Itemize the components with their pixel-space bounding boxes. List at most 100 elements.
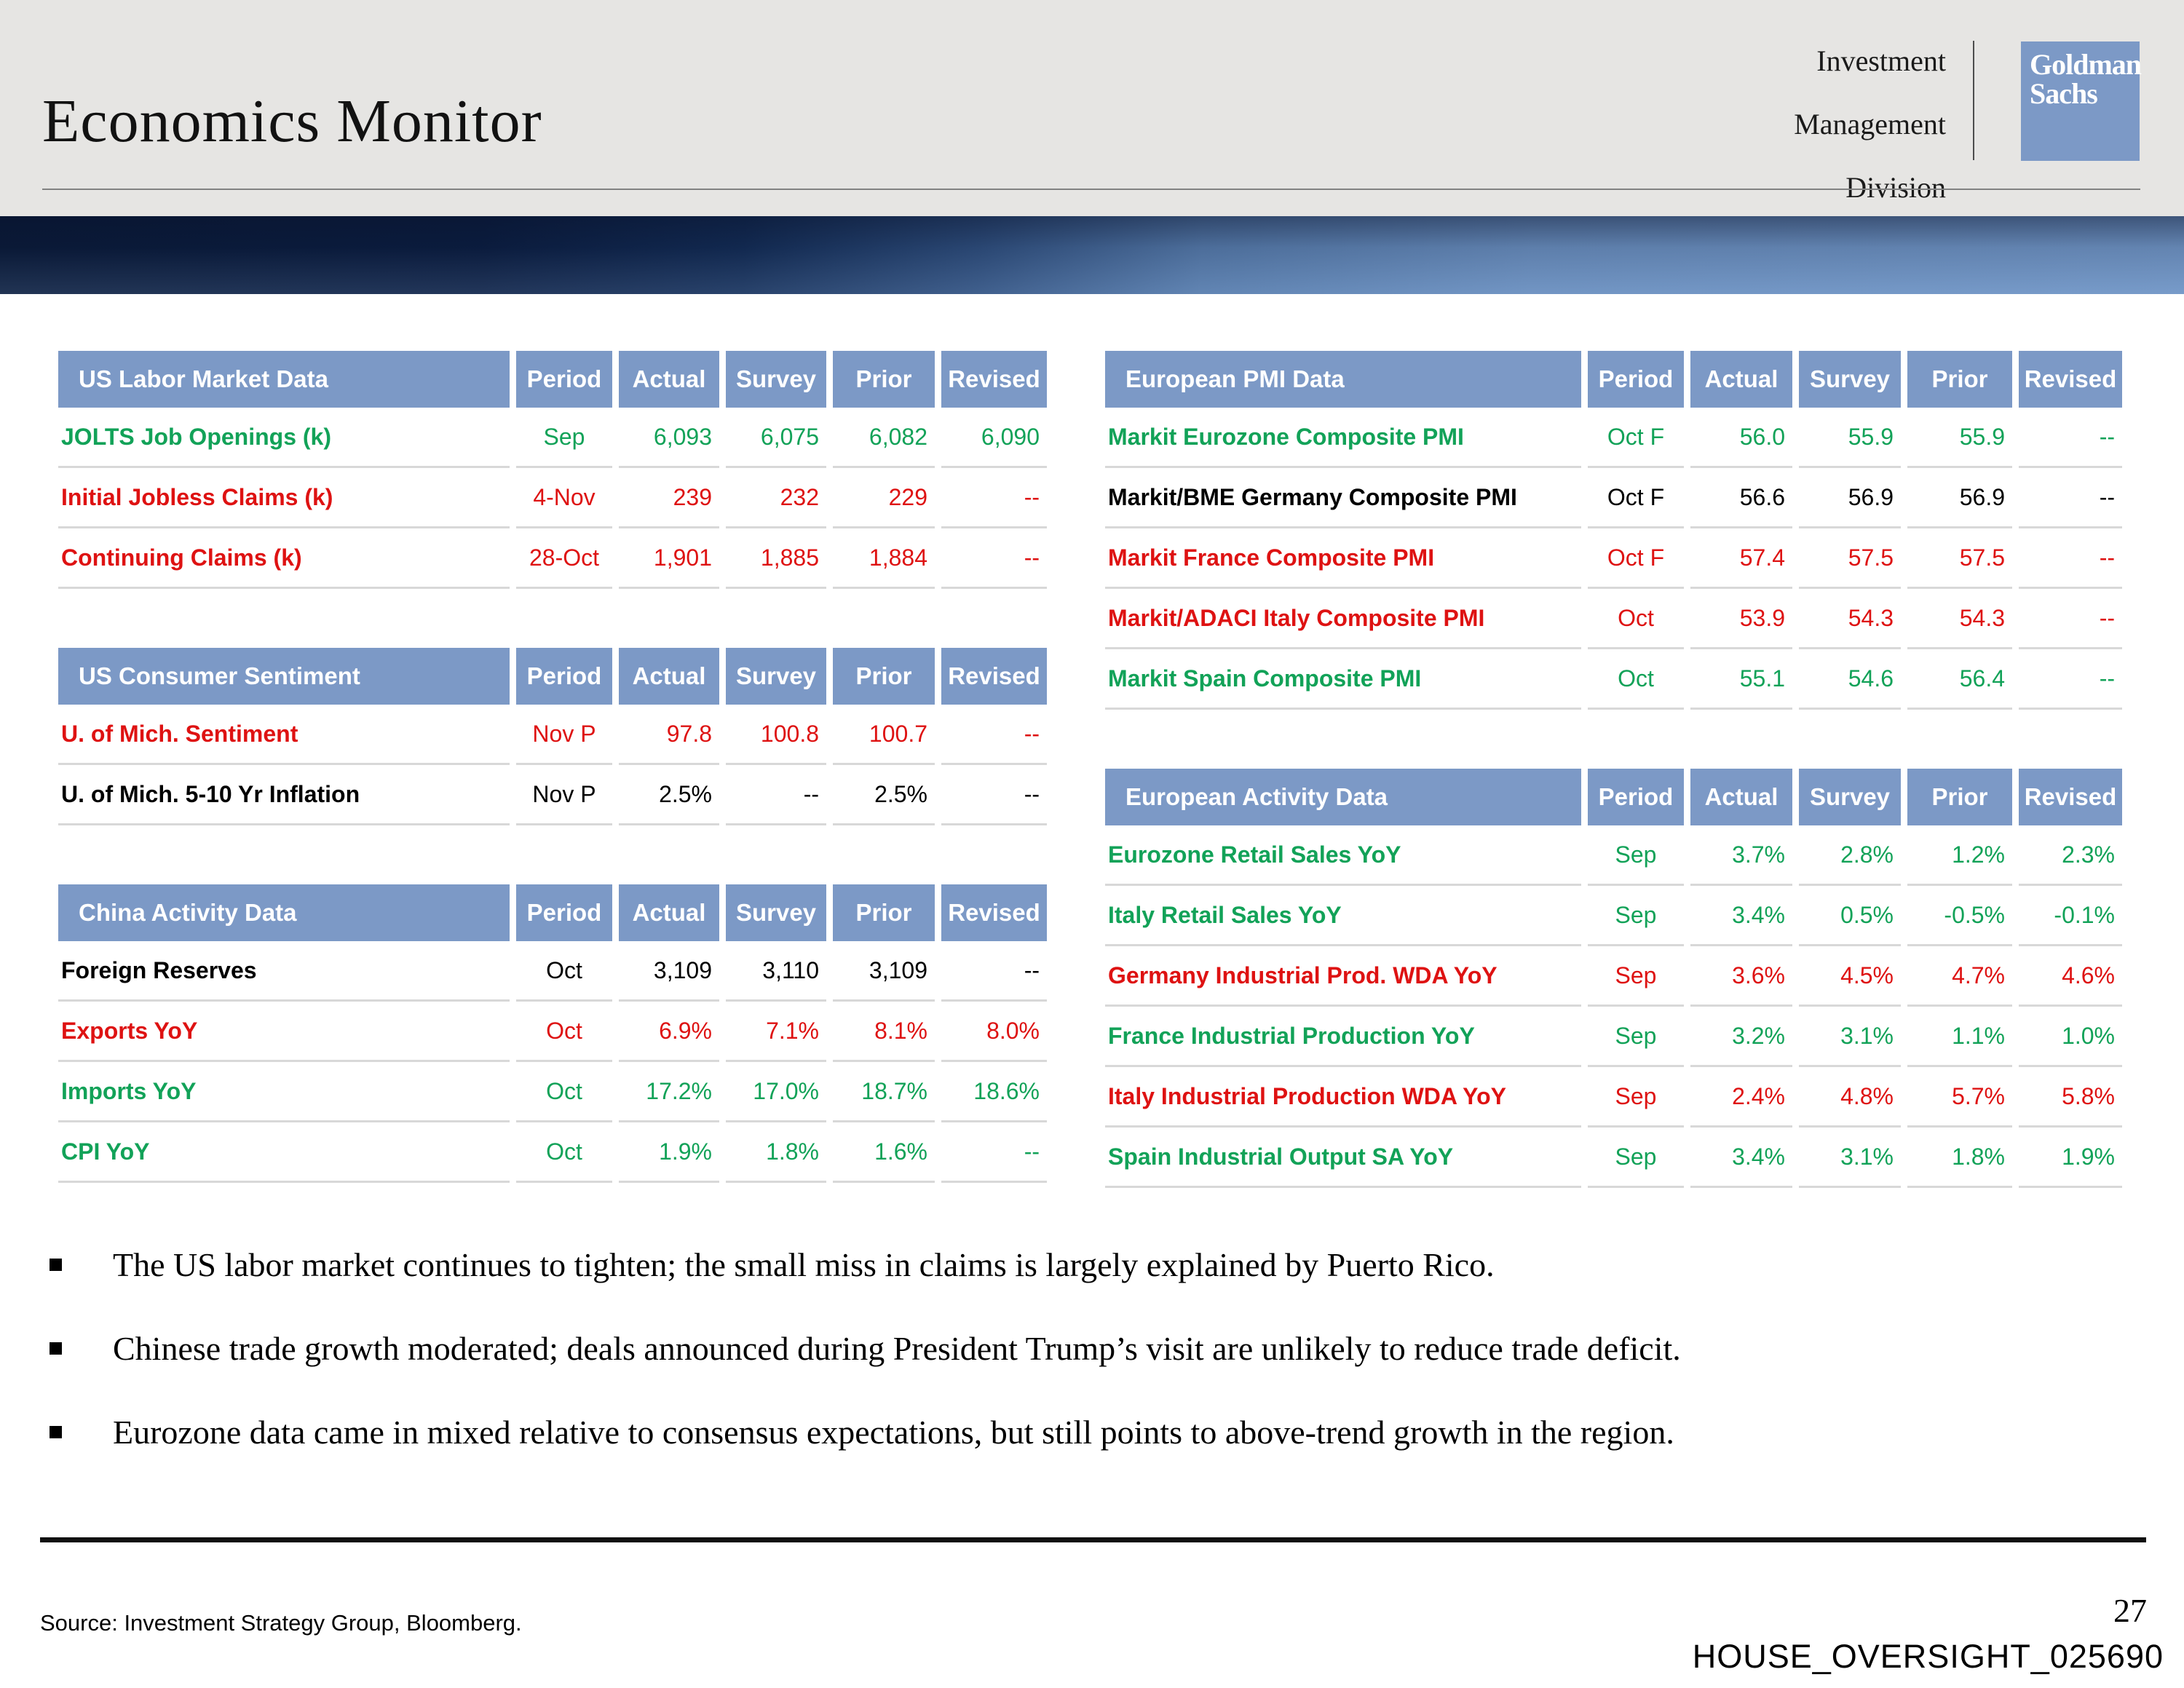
cell-prior: 100.7 bbox=[833, 705, 935, 765]
cell-revised: -- bbox=[941, 528, 1047, 589]
page-number: 27 bbox=[2113, 1592, 2147, 1629]
cell-survey: 232 bbox=[726, 468, 826, 528]
cell-period: Oct bbox=[516, 1002, 612, 1062]
cell-survey: 3.1% bbox=[1799, 1128, 1901, 1188]
col-header-actual: Actual bbox=[619, 648, 719, 705]
col-header-survey: Survey bbox=[726, 648, 826, 705]
col-header-survey: Survey bbox=[1799, 769, 1901, 825]
row-label: Spain Industrial Output SA YoY bbox=[1105, 1128, 1581, 1188]
cell-actual: 3.2% bbox=[1690, 1007, 1792, 1067]
cell-period: Oct bbox=[1588, 649, 1684, 710]
cell-survey: 0.5% bbox=[1799, 886, 1901, 946]
cell-survey: 17.0% bbox=[726, 1062, 826, 1122]
cell-period: Oct F bbox=[1588, 468, 1684, 528]
cell-survey: 56.9 bbox=[1799, 468, 1901, 528]
cell-actual: 2.4% bbox=[1690, 1067, 1792, 1128]
col-header-prior: Prior bbox=[1907, 769, 2012, 825]
cell-survey: 1.8% bbox=[726, 1122, 826, 1183]
division-line-1: Investment bbox=[1816, 44, 1946, 77]
header-divider-line bbox=[1973, 41, 1974, 160]
cell-actual: 3.7% bbox=[1690, 825, 1792, 886]
col-header-survey: Survey bbox=[726, 351, 826, 408]
cell-prior: 57.5 bbox=[1907, 528, 2012, 589]
cell-revised: 5.8% bbox=[2019, 1067, 2122, 1128]
bullet-text: The US labor market continues to tighten… bbox=[113, 1246, 1495, 1283]
division-label: Investment Management Division bbox=[1794, 29, 1946, 219]
row-label: France Industrial Production YoY bbox=[1105, 1007, 1581, 1067]
cell-period: Oct bbox=[516, 941, 612, 1002]
cell-period: Oct F bbox=[1588, 408, 1684, 468]
row-label: Germany Industrial Prod. WDA YoY bbox=[1105, 946, 1581, 1007]
table-us-labor: US Labor Market Data Period Actual Surve… bbox=[58, 351, 1047, 589]
row-label: Foreign Reserves bbox=[58, 941, 510, 1002]
row-label: Markit Spain Composite PMI bbox=[1105, 649, 1581, 710]
col-header-period: Period bbox=[1588, 769, 1684, 825]
row-label: U. of Mich. Sentiment bbox=[58, 705, 510, 765]
cell-actual: 3.6% bbox=[1690, 946, 1792, 1007]
col-header-actual: Actual bbox=[1690, 351, 1792, 408]
cell-prior: 56.4 bbox=[1907, 649, 2012, 710]
col-header-revised: Revised bbox=[941, 648, 1047, 705]
cell-prior: 3,109 bbox=[833, 941, 935, 1002]
cell-period: 28-Oct bbox=[516, 528, 612, 589]
row-label: Markit France Composite PMI bbox=[1105, 528, 1581, 589]
cell-actual: 56.0 bbox=[1690, 408, 1792, 468]
col-header-prior: Prior bbox=[1907, 351, 2012, 408]
cell-actual: 57.4 bbox=[1690, 528, 1792, 589]
cell-survey: 3.1% bbox=[1799, 1007, 1901, 1067]
row-label: Continuing Claims (k) bbox=[58, 528, 510, 589]
goldman-sachs-logo: Goldman Sachs bbox=[2021, 41, 2142, 161]
row-label: Imports YoY bbox=[58, 1062, 510, 1122]
cell-prior: 8.1% bbox=[833, 1002, 935, 1062]
row-label: U. of Mich. 5-10 Yr Inflation bbox=[58, 765, 510, 825]
cell-period: Nov P bbox=[516, 705, 612, 765]
title-underline bbox=[42, 189, 2140, 190]
cell-actual: 97.8 bbox=[619, 705, 719, 765]
blue-gradient-banner bbox=[0, 216, 2184, 294]
col-header-revised: Revised bbox=[941, 351, 1047, 408]
cell-revised: 18.6% bbox=[941, 1062, 1047, 1122]
cell-actual: 239 bbox=[619, 468, 719, 528]
cell-survey: 54.3 bbox=[1799, 589, 1901, 649]
bullet-text: Eurozone data came in mixed relative to … bbox=[113, 1414, 1674, 1451]
cell-prior: 54.3 bbox=[1907, 589, 2012, 649]
cell-period: Oct F bbox=[1588, 528, 1684, 589]
col-header-prior: Prior bbox=[833, 884, 935, 941]
source-note: Source: Investment Strategy Group, Bloom… bbox=[40, 1610, 522, 1636]
row-label: Markit Eurozone Composite PMI bbox=[1105, 408, 1581, 468]
cell-actual: 1,901 bbox=[619, 528, 719, 589]
cell-prior: 1.6% bbox=[833, 1122, 935, 1183]
cell-revised: -0.1% bbox=[2019, 886, 2122, 946]
cell-period: Nov P bbox=[516, 765, 612, 825]
cell-revised: 2.3% bbox=[2019, 825, 2122, 886]
cell-revised: -- bbox=[2019, 649, 2122, 710]
table-european-activity: European Activity Data Period Actual Sur… bbox=[1105, 769, 2122, 1188]
cell-actual: 56.6 bbox=[1690, 468, 1792, 528]
col-header-survey: Survey bbox=[1799, 351, 1901, 408]
cell-prior: 55.9 bbox=[1907, 408, 2012, 468]
cell-actual: 1.9% bbox=[619, 1122, 719, 1183]
table-title-cell: European PMI Data bbox=[1105, 351, 1581, 408]
left-tables: US Labor Market Data Period Actual Surve… bbox=[58, 351, 1047, 1242]
cell-survey: 4.8% bbox=[1799, 1067, 1901, 1128]
cell-period: Oct bbox=[516, 1062, 612, 1122]
division-line-2: Management bbox=[1794, 108, 1946, 140]
cell-survey: 1,885 bbox=[726, 528, 826, 589]
cell-revised: -- bbox=[2019, 589, 2122, 649]
col-header-period: Period bbox=[516, 351, 612, 408]
cell-actual: 6,093 bbox=[619, 408, 719, 468]
table-title-cell: European Activity Data bbox=[1105, 769, 1581, 825]
cell-actual: 2.5% bbox=[619, 765, 719, 825]
cell-revised: -- bbox=[941, 1122, 1047, 1183]
col-header-revised: Revised bbox=[2019, 769, 2122, 825]
cell-prior: 1,884 bbox=[833, 528, 935, 589]
header-band bbox=[0, 0, 2184, 216]
cell-prior: -0.5% bbox=[1907, 886, 2012, 946]
cell-survey: 100.8 bbox=[726, 705, 826, 765]
bullet-square-icon bbox=[50, 1342, 62, 1355]
row-label: Exports YoY bbox=[58, 1002, 510, 1062]
col-header-actual: Actual bbox=[619, 884, 719, 941]
col-header-revised: Revised bbox=[2019, 351, 2122, 408]
right-tables: European PMI Data Period Actual Survey P… bbox=[1105, 351, 2122, 1247]
cell-survey: 2.8% bbox=[1799, 825, 1901, 886]
